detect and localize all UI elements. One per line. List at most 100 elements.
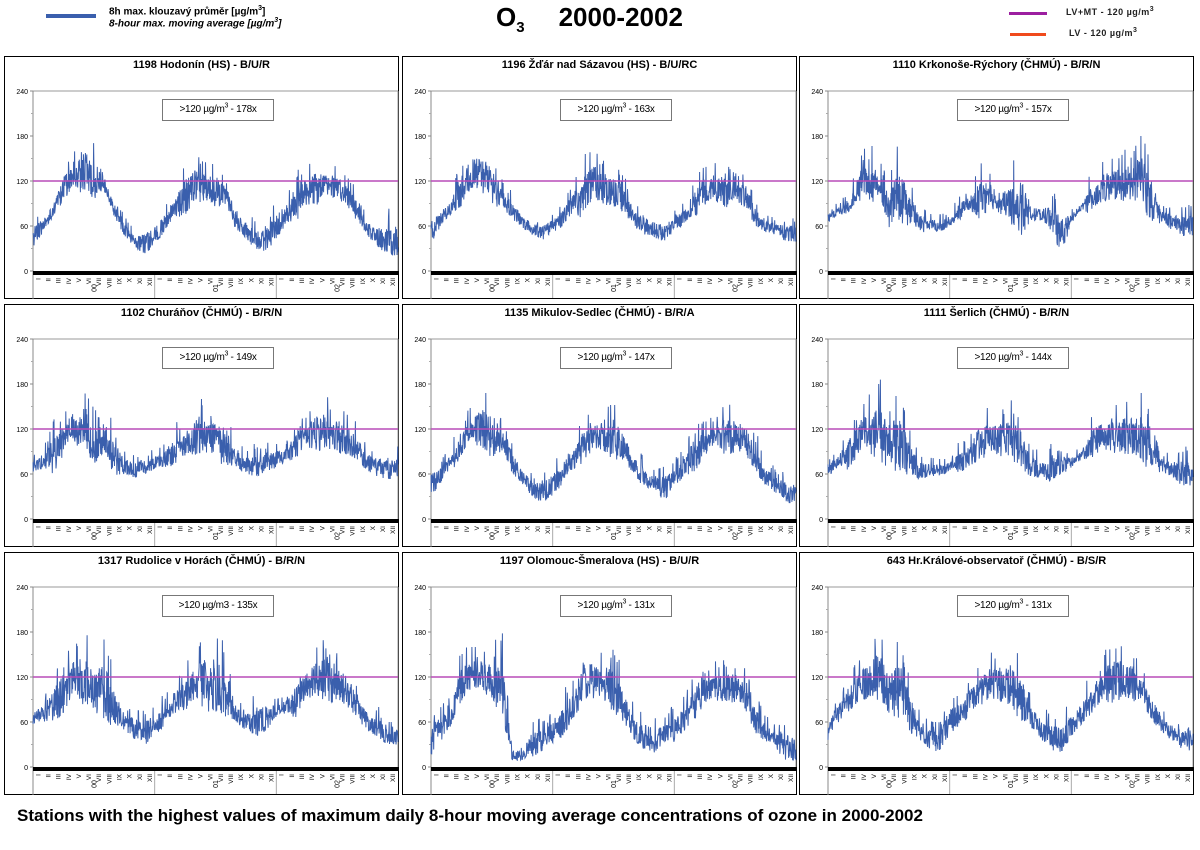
x-month-label: VIII — [1023, 774, 1030, 784]
exceedance-unit-sup: 3 — [224, 350, 229, 358]
y-tick-label: 240 — [811, 585, 823, 592]
y-tick-label: 0 — [819, 269, 823, 276]
x-month-label: II — [565, 526, 572, 530]
x-month-label: VI — [1003, 774, 1010, 780]
x-month-label: IX — [116, 277, 123, 284]
x-month-label: IV — [1104, 277, 1111, 284]
exceedance-count: - 135x — [228, 600, 258, 611]
x-month-label: VII — [218, 526, 225, 534]
x-month-label: VII — [494, 774, 501, 782]
exceedance-count: - 157x — [1023, 104, 1052, 115]
x-month-label: V — [596, 525, 603, 530]
x-month-label: V — [1114, 773, 1121, 778]
x-month-label: IX — [1155, 277, 1162, 284]
x-month-label: VI — [1124, 774, 1131, 780]
x-month-label: VIII — [626, 526, 633, 536]
x-month-label: II — [962, 774, 969, 778]
x-month-label: XII — [1064, 526, 1071, 534]
x-month-label: IX — [360, 277, 367, 284]
x-month-label: XI — [778, 526, 785, 532]
x-month-label: VI — [484, 526, 491, 532]
x-month-label: X — [525, 525, 532, 530]
x-month-label: VIII — [626, 278, 633, 288]
x-month-label: II — [1084, 774, 1091, 778]
x-month-label: IV — [861, 773, 868, 780]
x-year-label: 00 — [489, 532, 496, 540]
x-month-label: VI — [606, 526, 613, 532]
x-month-label: XII — [545, 526, 552, 534]
x-month-label: III — [299, 526, 306, 532]
x-month-label: II — [167, 278, 174, 282]
x-month-label: VII — [218, 278, 225, 286]
x-month-label: I — [555, 526, 562, 528]
series-line-8h-max — [32, 393, 399, 480]
exceedance-count: - 178x — [228, 104, 257, 115]
x-year-label: 00 — [91, 780, 98, 788]
x-month-label: VI — [1124, 526, 1131, 532]
chart-panel: 0 60 120 180 240 I II III IV V VI VII VIII IX X XI XII 00… — [4, 552, 399, 795]
x-month-label: X — [370, 525, 377, 530]
x-month-label: I — [677, 774, 684, 776]
x-month-label: VI — [208, 278, 215, 284]
x-month-label: XI — [656, 278, 663, 284]
x-month-label: VII — [96, 526, 103, 534]
x-month-label: V — [1114, 277, 1121, 282]
x-month-label: VIII — [901, 278, 908, 288]
series-line-8h-max — [827, 638, 1194, 752]
x-month-label: I — [677, 526, 684, 528]
series-legend-swatch — [46, 14, 96, 18]
x-month-label: VI — [484, 278, 491, 284]
x-month-label: IX — [636, 773, 643, 780]
exceedance-unit-sup: 3 — [1019, 598, 1024, 606]
x-month-label: VIII — [106, 526, 113, 536]
x-month-label: IV — [66, 525, 73, 532]
x-month-label: XII — [942, 774, 949, 782]
x-month-label: I — [1074, 526, 1081, 528]
x-month-label: I — [952, 278, 959, 280]
x-month-label: XII — [147, 526, 154, 534]
x-month-label: VI — [1124, 278, 1131, 284]
x-month-label: VIII — [350, 526, 357, 536]
x-month-label: XII — [1064, 278, 1071, 286]
exceedance-label: >120 µg/m3 — [178, 600, 230, 611]
series-line-8h-max — [32, 635, 399, 745]
x-month-label: VII — [1013, 526, 1020, 534]
x-month-label: I — [35, 278, 42, 280]
x-month-label: XII — [1185, 526, 1192, 534]
x-month-label: VIII — [228, 278, 235, 288]
x-month-label: VI — [606, 774, 613, 780]
exceedance-label: >120 µg/m — [974, 104, 1020, 115]
y-tick-label: 120 — [414, 179, 426, 186]
x-month-label: XII — [667, 526, 674, 534]
x-month-label: XI — [258, 278, 265, 284]
x-month-label: XI — [778, 774, 785, 780]
x-month-label: XI — [1053, 526, 1060, 532]
y-tick-label: 60 — [20, 472, 28, 479]
exceedance-label: >120 µg/m — [179, 352, 225, 363]
x-axis-band — [33, 271, 398, 275]
x-month-label: XI — [932, 278, 939, 284]
exceedance-count-box: >120 µg/m3 - 163x — [560, 99, 672, 121]
x-month-label: IX — [636, 277, 643, 284]
x-month-label: IX — [758, 773, 765, 780]
x-month-label: X — [1165, 525, 1172, 530]
y-tick-label: 60 — [418, 472, 426, 479]
exceedance-label: >120 µg/m — [577, 104, 623, 115]
x-year-label: 02 — [733, 532, 740, 540]
x-month-label: VIII — [1023, 526, 1030, 536]
x-month-label: VI — [881, 774, 888, 780]
x-month-label: VI — [484, 774, 491, 780]
x-month-label: VII — [891, 526, 898, 534]
y-tick-label: 120 — [16, 179, 28, 186]
exceedance-count-box: >120 µg/m3 - 149x — [162, 347, 274, 369]
y-tick-label: 120 — [811, 675, 823, 682]
x-month-label: XII — [545, 774, 552, 782]
x-month-label: XI — [932, 774, 939, 780]
x-month-label: II — [289, 278, 296, 282]
x-month-label: VIII — [504, 774, 511, 784]
x-month-label: VII — [738, 278, 745, 286]
